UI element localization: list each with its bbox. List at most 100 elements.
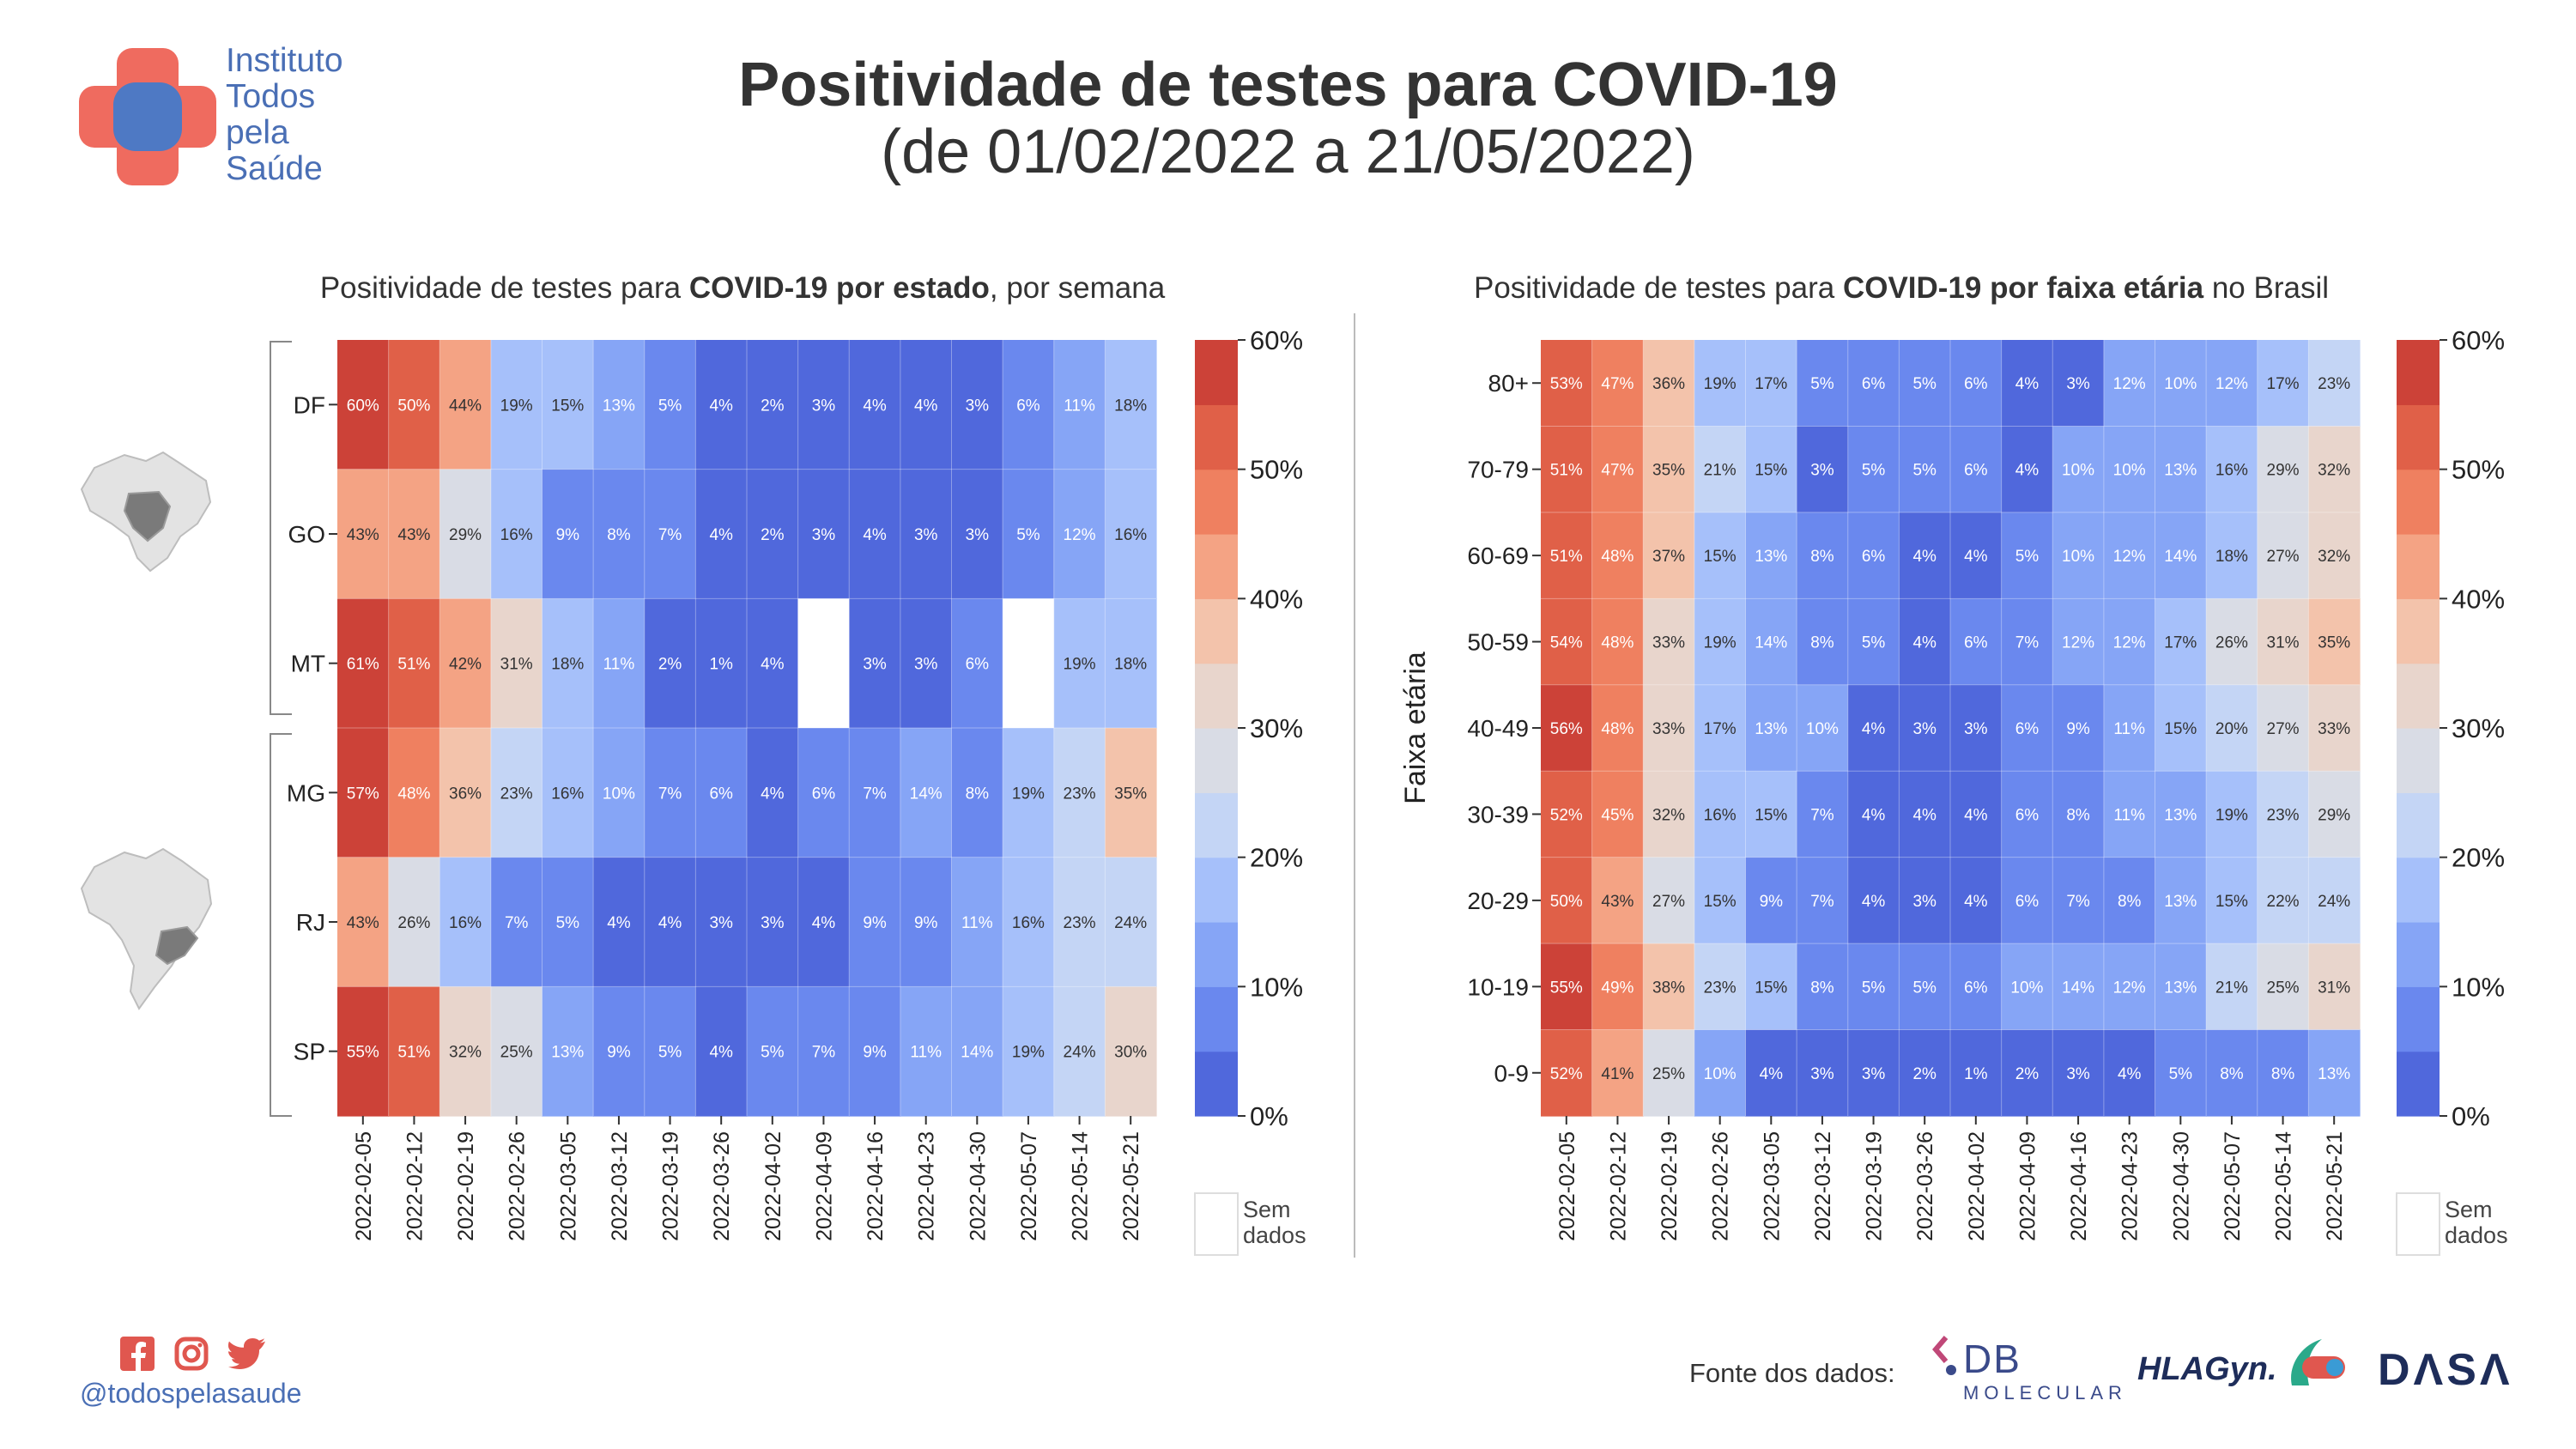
cell-label: 14% xyxy=(1755,634,1787,652)
cell-label: 32% xyxy=(2318,462,2350,480)
cell-label: 15% xyxy=(1704,893,1737,911)
y-tick-label: 60-69 xyxy=(1467,543,1529,569)
cell-label: 4% xyxy=(863,397,887,415)
db-logo-sub: MOLECULAR xyxy=(1963,1382,2127,1404)
cell-label: 13% xyxy=(551,1044,584,1062)
cell-label: 22% xyxy=(2267,893,2300,911)
cell-label: 52% xyxy=(1550,806,1583,824)
cell-label: 17% xyxy=(2267,375,2300,393)
cell-label: 2% xyxy=(658,656,682,674)
cell-label: 23% xyxy=(1064,785,1096,803)
y-tick-label: MG xyxy=(287,779,325,806)
cell-label: 26% xyxy=(2215,634,2248,652)
facebook-icon[interactable] xyxy=(120,1337,155,1371)
heatmap-cell xyxy=(1899,943,1951,1031)
y-tick-label: 20-29 xyxy=(1467,888,1529,914)
logo-line: Instituto xyxy=(226,42,343,79)
heatmap-cell xyxy=(1591,598,1644,686)
x-tick-label: 2022-05-21 xyxy=(1119,1131,1143,1241)
heatmap-cell xyxy=(747,728,799,858)
cell-label: 4% xyxy=(1964,548,1988,566)
cell-label: 10% xyxy=(2062,462,2094,480)
heatmap-cell xyxy=(695,986,748,1117)
heatmap-cell xyxy=(2001,598,2053,686)
cell-label: 3% xyxy=(1810,462,1834,480)
cell-label: 13% xyxy=(2318,1065,2350,1083)
heatmap-cell xyxy=(337,728,390,858)
social-handle[interactable]: @todospelasaude xyxy=(80,1378,302,1409)
heatmap-cell xyxy=(2206,426,2258,513)
cell-label: 33% xyxy=(2318,720,2350,738)
heatmap-cell xyxy=(1591,1029,1644,1117)
x-tick-label: 2022-05-07 xyxy=(1017,1131,1041,1241)
heatmap-cell xyxy=(2052,598,2105,686)
heatmap-cell xyxy=(1745,771,1797,858)
heatmap-cell xyxy=(1694,598,1747,686)
logo-line: pela xyxy=(226,114,289,151)
heatmap-cell xyxy=(1847,426,1900,513)
cell-label: 15% xyxy=(2164,720,2197,738)
colorbar-segment xyxy=(2397,663,2440,729)
heatmap-cell xyxy=(695,728,748,858)
cell-label: 20% xyxy=(2215,720,2248,738)
x-tick-label: 2022-03-26 xyxy=(1913,1131,1937,1241)
instagram-icon[interactable] xyxy=(174,1337,209,1371)
cell-label: 5% xyxy=(1912,375,1937,393)
cell-label: 24% xyxy=(1114,914,1147,932)
cell-label: 18% xyxy=(551,656,584,674)
cell-label: 8% xyxy=(2271,1065,2295,1083)
heatmap-cell xyxy=(2206,943,2258,1031)
cell-label: 8% xyxy=(1810,548,1834,566)
heatmap-cell xyxy=(1797,943,1849,1031)
no-data-swatch xyxy=(2396,1192,2440,1256)
heatmap-cell xyxy=(1899,771,1951,858)
cell-label: 9% xyxy=(2066,720,2090,738)
heatmap-cell xyxy=(439,728,492,858)
heatmap-cell xyxy=(1797,857,1849,944)
heatmap-cell xyxy=(2155,943,2207,1031)
cell-label: 14% xyxy=(2164,548,2197,566)
cell-label: 51% xyxy=(397,656,430,674)
heatmap-cell xyxy=(2206,340,2258,427)
cell-label: 23% xyxy=(2267,806,2300,824)
x-tick-label: 2022-03-05 xyxy=(556,1131,580,1241)
colorbar-segment xyxy=(1195,534,1238,599)
heatmap-cell xyxy=(1950,857,2003,944)
age-heatmap: 53% 47% 36% 19% 17% 5% 6% 5% 6% 4% 3% 12% 10% 12% 17% 2… xyxy=(1399,325,2508,1256)
heatmap-cell xyxy=(490,469,543,599)
colorbar-segment xyxy=(2397,534,2440,599)
cell-label: 12% xyxy=(2215,375,2248,393)
heatmap-cell-no-data xyxy=(1003,598,1055,729)
twitter-icon[interactable] xyxy=(228,1338,266,1369)
cell-label: 5% xyxy=(1862,979,1886,997)
heatmap-cell xyxy=(2052,943,2105,1031)
heatmap-cell xyxy=(1745,340,1797,427)
heatmap-cell xyxy=(849,469,901,599)
cell-label: 18% xyxy=(1114,397,1147,415)
heatmap-cell xyxy=(1899,598,1951,686)
heatmap-cell xyxy=(1694,943,1747,1031)
left-panel-title: Positividade de testes para COVID-19 por… xyxy=(249,271,1236,306)
heatmap-cell xyxy=(2308,1029,2361,1117)
heatmap-cell xyxy=(1053,857,1106,987)
cell-label: 27% xyxy=(2267,720,2300,738)
cell-label: 4% xyxy=(863,526,887,544)
heatmap-cell xyxy=(1899,1029,1951,1117)
cell-label: 19% xyxy=(1012,1044,1045,1062)
heatmap-cell xyxy=(2155,340,2207,427)
heatmap-cell xyxy=(1105,340,1157,470)
cell-label: 3% xyxy=(1862,1065,1886,1083)
cell-label: 33% xyxy=(1652,634,1685,652)
y-tick-label: RJ xyxy=(296,909,325,936)
cell-label: 7% xyxy=(1810,893,1834,911)
cell-label: 4% xyxy=(1862,893,1886,911)
heatmap-cell xyxy=(2155,512,2207,599)
heatmap-cell xyxy=(1745,943,1797,1031)
hlagyn-emblem-icon xyxy=(2291,1339,2345,1385)
brazil-map-sudeste-icon xyxy=(80,847,213,1010)
cell-label: 4% xyxy=(709,1044,733,1062)
heatmap-cell xyxy=(1745,426,1797,513)
heatmap-cell xyxy=(797,728,850,858)
hlagyn-logo: HLAGyn. xyxy=(2137,1351,2277,1387)
cell-label: 14% xyxy=(910,785,943,803)
